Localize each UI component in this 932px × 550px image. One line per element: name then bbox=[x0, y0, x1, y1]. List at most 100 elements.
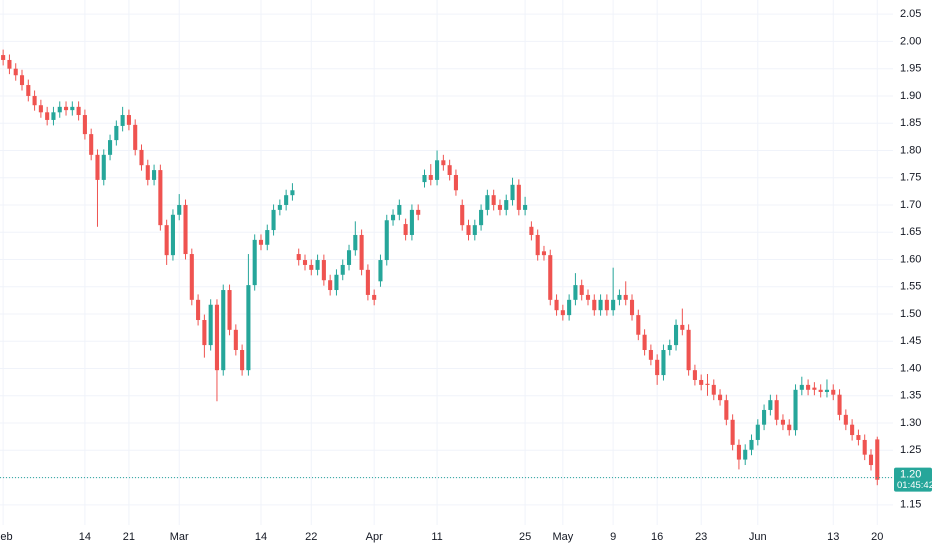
candle-body bbox=[309, 264, 314, 270]
candle-body bbox=[705, 383, 710, 385]
y-tick-label: 1.95 bbox=[900, 63, 921, 75]
candles bbox=[0, 49, 893, 486]
candle-body bbox=[460, 204, 465, 226]
candle-body bbox=[516, 184, 521, 210]
candle-body bbox=[208, 304, 213, 346]
candle-body bbox=[233, 329, 238, 350]
candle-body bbox=[718, 394, 723, 401]
candle-body bbox=[38, 105, 43, 113]
candle-body bbox=[334, 274, 339, 291]
candle-body bbox=[416, 209, 421, 215]
candle-body bbox=[535, 234, 540, 256]
candle-body bbox=[51, 112, 56, 120]
candle-body bbox=[780, 419, 785, 425]
candle-body bbox=[447, 165, 452, 175]
y-tick-label: 1.50 bbox=[900, 308, 921, 320]
x-tick-label: 23 bbox=[695, 531, 707, 543]
candle-body bbox=[321, 260, 326, 281]
x-tick-label: 14 bbox=[255, 531, 267, 543]
candle-body bbox=[686, 329, 691, 371]
candle-body bbox=[774, 400, 779, 420]
candle-body bbox=[510, 184, 515, 201]
candle-body bbox=[749, 439, 754, 450]
x-tick-label: 16 bbox=[651, 531, 663, 543]
candle-body bbox=[523, 204, 528, 210]
candle-body bbox=[491, 195, 496, 205]
candle-body bbox=[850, 424, 855, 436]
y-tick-label: 1.90 bbox=[900, 90, 921, 102]
candle-body bbox=[680, 324, 685, 330]
candle-body bbox=[617, 294, 622, 300]
candle-body bbox=[875, 439, 880, 480]
candle-body bbox=[296, 254, 301, 261]
candle-body bbox=[736, 444, 741, 460]
y-tick-label: 2.05 bbox=[900, 8, 921, 20]
x-tick-label: 20 bbox=[871, 531, 883, 543]
x-tick-label: 11 bbox=[431, 531, 442, 543]
candle-body bbox=[221, 290, 226, 371]
candle-body bbox=[177, 204, 182, 215]
candle-body bbox=[768, 400, 773, 410]
candle-body bbox=[19, 75, 25, 86]
x-tick-label: Mar bbox=[170, 531, 189, 543]
candle-body bbox=[453, 175, 458, 191]
candle-body bbox=[384, 220, 389, 261]
candle-body bbox=[315, 260, 320, 270]
candle-body bbox=[479, 209, 484, 226]
candle-body bbox=[290, 190, 295, 196]
candle-body bbox=[189, 254, 194, 300]
candle-body bbox=[806, 384, 811, 390]
candle-body bbox=[409, 209, 414, 235]
candle-body bbox=[277, 204, 282, 210]
candle-body bbox=[560, 310, 565, 316]
candle-body bbox=[856, 435, 861, 440]
candle-body bbox=[611, 299, 616, 311]
candle-body bbox=[548, 255, 553, 300]
candle-body bbox=[730, 419, 735, 445]
candle-body bbox=[636, 315, 641, 335]
candle-body bbox=[787, 424, 792, 431]
x-tick-label: 9 bbox=[610, 531, 616, 543]
candle-body bbox=[755, 424, 760, 440]
candle-body bbox=[824, 389, 830, 392]
y-tick-label: 1.40 bbox=[900, 362, 921, 374]
candle-body bbox=[302, 260, 308, 265]
candle-body bbox=[196, 299, 201, 321]
candle-body bbox=[466, 225, 471, 235]
grid bbox=[0, 0, 893, 525]
candle-body bbox=[812, 387, 817, 390]
candle-body bbox=[868, 454, 874, 466]
candle-body bbox=[13, 68, 18, 76]
candle-body bbox=[642, 334, 647, 350]
x-tick-label: Feb bbox=[0, 531, 13, 543]
candle-body bbox=[762, 409, 767, 425]
candle-body bbox=[258, 239, 264, 245]
candle-body bbox=[227, 290, 232, 330]
y-tick-label: 1.75 bbox=[900, 172, 921, 184]
candle-body bbox=[114, 125, 119, 141]
candle-body bbox=[554, 299, 559, 311]
candle-body bbox=[265, 230, 270, 245]
candle-body bbox=[284, 195, 289, 205]
candle-body bbox=[497, 204, 502, 210]
candle-body bbox=[101, 154, 106, 180]
candle-body bbox=[57, 106, 62, 113]
candle-body bbox=[472, 225, 477, 235]
y-tick-label: 1.60 bbox=[900, 253, 921, 265]
x-tick-label: 14 bbox=[79, 531, 91, 543]
candle-body bbox=[120, 115, 125, 126]
candle-body bbox=[655, 359, 660, 376]
candle-body bbox=[202, 320, 207, 346]
candle-body bbox=[837, 394, 842, 415]
candle-body bbox=[843, 414, 848, 425]
candle-body bbox=[793, 389, 798, 431]
candle-body bbox=[579, 285, 584, 295]
y-tick-label: 1.35 bbox=[900, 390, 921, 402]
x-tick-label: 25 bbox=[519, 531, 531, 543]
candle-body bbox=[673, 324, 679, 346]
candle-body bbox=[214, 304, 220, 371]
candle-body bbox=[623, 294, 628, 300]
y-tick-label: 1.70 bbox=[900, 199, 921, 211]
candle-body bbox=[567, 299, 572, 316]
